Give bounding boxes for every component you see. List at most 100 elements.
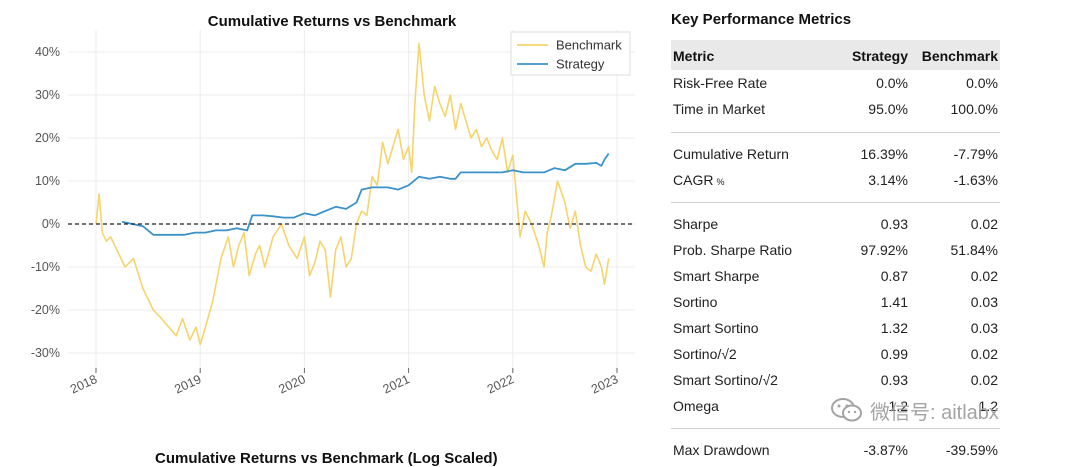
metrics-row: Sharpe 0.93 0.02 — [671, 216, 1000, 238]
metrics-row: Risk-Free Rate 0.0% 0.0% — [671, 75, 1000, 97]
metric-name-text: Omega — [673, 398, 719, 414]
metric-name-text: Risk-Free Rate — [673, 75, 768, 91]
metric-name: Max Drawdown — [673, 442, 769, 458]
metric-benchmark-value: 100.0% — [950, 101, 998, 117]
metric-name-text: Smart Sharpe — [673, 268, 760, 284]
metric-name-text: CAGR — [673, 172, 714, 188]
y-tick-label: 10% — [35, 174, 60, 188]
metrics-divider — [671, 428, 1000, 429]
metric-name: Smart Sharpe — [673, 268, 759, 284]
series-line-benchmark — [95, 42, 610, 346]
metric-strategy-value: 16.39% — [860, 146, 908, 162]
legend-label: Strategy — [556, 57, 605, 72]
legend-box — [510, 31, 631, 76]
x-tick-label: 2019 — [172, 372, 203, 396]
header-benchmark: Benchmark — [921, 48, 998, 64]
metric-name: Risk-Free Rate — [673, 75, 767, 91]
metric-name: Sortino — [673, 294, 717, 310]
metric-benchmark-value: 0.03 — [970, 320, 998, 336]
metric-unit: % — [716, 177, 725, 187]
x-tick-label: 2022 — [485, 372, 516, 396]
key-performance-metrics: Key Performance Metrics Metric Strategy … — [671, 8, 1001, 458]
metrics-row: Time in Market 95.0% 100.0% — [671, 101, 1000, 123]
metric-benchmark-value: 0.02 — [970, 346, 998, 362]
metric-name-text: Time in Market — [673, 101, 766, 117]
metrics-row: Prob. Sharpe Ratio 97.92% 51.84% — [671, 242, 1000, 264]
metrics-title: Key Performance Metrics — [671, 11, 852, 28]
metric-benchmark-value: 1.2 — [978, 398, 998, 414]
metric-name: Sortino/√2 — [673, 346, 737, 362]
x-tick-label: 2021 — [381, 372, 412, 396]
metric-benchmark-value: 0.0% — [966, 75, 998, 91]
metric-benchmark-value: -39.59% — [945, 442, 998, 458]
y-tick-label: 20% — [35, 131, 60, 145]
y-tick-label: -10% — [31, 260, 60, 274]
metrics-row: CAGR% 3.14% -1.63% — [671, 172, 1000, 194]
metric-name: Prob. Sharpe Ratio — [673, 242, 792, 258]
metric-strategy-value: 0.87 — [880, 268, 908, 284]
metric-strategy-value: 0.93 — [880, 372, 908, 388]
metric-strategy-value: 0.93 — [880, 216, 908, 232]
x-tick-label: 2018 — [68, 372, 99, 396]
metric-name: Smart Sortino — [673, 320, 759, 336]
y-tick-label: 40% — [35, 45, 60, 59]
metric-strategy-value: 1.32 — [880, 320, 908, 336]
watermark: 微信号: aitlabx — [830, 392, 999, 428]
metrics-row: Cumulative Return 16.39% -7.79% — [671, 146, 1000, 168]
metric-strategy-value: -3.87% — [863, 442, 908, 458]
metric-strategy-value: 1.2 — [888, 398, 908, 414]
metrics-row: Smart Sortino/√2 0.93 0.02 — [671, 372, 1000, 394]
metric-benchmark-value: 0.02 — [970, 372, 998, 388]
metric-name-text: Prob. Sharpe Ratio — [673, 242, 793, 258]
metric-name-text: Max Drawdown — [673, 442, 770, 458]
metric-name: CAGR% — [673, 172, 724, 188]
metric-strategy-value: 1.41 — [880, 294, 908, 310]
legend: Benchmark Strategy — [510, 31, 631, 76]
metrics-row: Smart Sortino 1.32 0.03 — [671, 320, 1000, 342]
metric-name-text: Sortino — [673, 294, 718, 310]
metric-name: Omega — [673, 398, 719, 414]
series-lines — [95, 42, 610, 346]
axes: 40% 30% 20% 10% 0% -10% -20% -30% 2018 2019 2020 20… — [31, 45, 635, 396]
watermark-text: 微信号: aitlabx — [870, 401, 999, 424]
x-tick-label: 2023 — [589, 372, 620, 396]
grid — [68, 30, 635, 368]
log-chart-title: Cumulative Returns vs Benchmark (Log Sca… — [155, 450, 498, 467]
series-line-strategy — [121, 152, 610, 236]
metrics-divider — [671, 202, 1000, 203]
metrics-row: Sortino/√2 0.99 0.02 — [671, 346, 1000, 368]
header-strategy: Strategy — [851, 48, 908, 64]
metric-benchmark-value: 51.84% — [950, 242, 998, 258]
metric-name-text: Cumulative Return — [673, 146, 789, 162]
metric-strategy-value: 0.0% — [876, 75, 908, 91]
wechat-icon — [831, 398, 862, 422]
header-metric: Metric — [673, 48, 715, 64]
metric-name-text: Sortino/√2 — [673, 346, 737, 362]
metrics-header-row: Metric Strategy Benchmark — [671, 40, 1000, 70]
y-tick-label: 0% — [42, 217, 60, 231]
metric-benchmark-value: 0.02 — [970, 216, 998, 232]
metric-name-text: Sharpe — [673, 216, 719, 232]
cumulative-returns-chart: Cumulative Returns vs Benchmark 40% 30% 20… — [31, 13, 635, 396]
metric-benchmark-value: -1.63% — [953, 172, 998, 188]
metrics-divider — [671, 132, 1000, 133]
metrics-row: Smart Sharpe 0.87 0.02 — [671, 268, 1000, 290]
metrics-row: Sortino 1.41 0.03 — [671, 294, 1000, 316]
y-tick-label: 30% — [35, 88, 60, 102]
metric-strategy-value: 97.92% — [860, 242, 908, 258]
y-tick-label: -20% — [31, 303, 60, 317]
metric-strategy-value: 3.14% — [868, 172, 908, 188]
metric-benchmark-value: 0.03 — [970, 294, 998, 310]
metric-benchmark-value: 0.02 — [970, 268, 998, 284]
metric-name: Cumulative Return — [673, 146, 789, 162]
metric-benchmark-value: -7.79% — [953, 146, 998, 162]
y-tick-label: -30% — [31, 346, 60, 360]
legend-label: Benchmark — [556, 38, 622, 53]
metric-strategy-value: 95.0% — [868, 101, 908, 117]
metric-name-text: Smart Sortino — [673, 320, 759, 336]
metric-strategy-value: 0.99 — [880, 346, 908, 362]
metrics-row: Max Drawdown -3.87% -39.59% — [671, 442, 1000, 464]
metric-name: Smart Sortino/√2 — [673, 372, 778, 388]
metric-name: Sharpe — [673, 216, 718, 232]
metric-name-text: Smart Sortino/√2 — [673, 372, 778, 388]
